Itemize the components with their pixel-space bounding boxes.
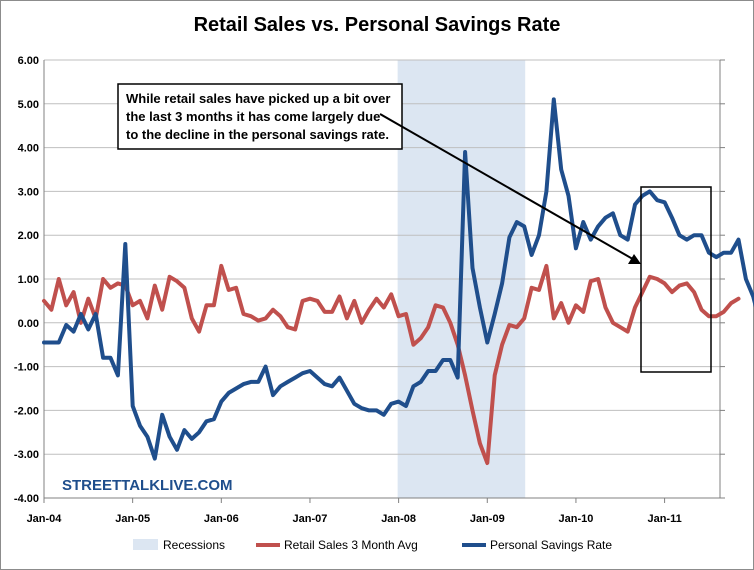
annotation-arrow bbox=[379, 113, 639, 263]
axes bbox=[43, 60, 721, 503]
annotation-line-3: to the decline in the personal savings r… bbox=[126, 127, 389, 142]
x-axis-tick-labels: Jan-04 Jan-05 Jan-06 Jan-07 Jan-08 Jan-09 Jan-… bbox=[27, 513, 682, 525]
legend-label-recessions: Recessions bbox=[163, 538, 225, 552]
y-tick-label: -3.00 bbox=[14, 449, 39, 461]
annotation-arrowhead bbox=[628, 254, 641, 264]
x-tick-label: Jan-10 bbox=[559, 513, 594, 525]
y-tick-label: -2.00 bbox=[14, 405, 39, 417]
y-tick-label: 3.00 bbox=[18, 186, 39, 198]
legend-label-savings: Personal Savings Rate bbox=[490, 538, 612, 552]
annotation-line-1: While retail sales have picked up a bit … bbox=[126, 91, 390, 106]
chart-title: Retail Sales vs. Personal Savings Rate bbox=[193, 14, 561, 36]
annotation-line-2: the last 3 months it has come largely du… bbox=[126, 109, 380, 124]
y-tick-label: -1.00 bbox=[14, 362, 39, 374]
legend-swatch-recessions bbox=[133, 539, 158, 550]
watermark: STREETTALKLIVE.COM bbox=[62, 477, 233, 494]
x-tick-label: Jan-08 bbox=[381, 513, 416, 525]
annotation: While retail sales have picked up a bit … bbox=[117, 83, 712, 373]
x-tick-label: Jan-05 bbox=[115, 513, 150, 525]
series-lines bbox=[42, 97, 754, 465]
y-tick-label: 1.00 bbox=[18, 274, 39, 286]
series-line-retail-sales bbox=[42, 263, 741, 465]
x-tick-label: Jan-06 bbox=[204, 513, 239, 525]
x-tick-label: Jan-09 bbox=[470, 513, 505, 525]
x-tick-label: Jan-07 bbox=[293, 513, 328, 525]
highlight-box bbox=[640, 186, 712, 373]
series-line-savings-rate bbox=[42, 97, 754, 461]
y-tick-label: 6.00 bbox=[18, 55, 39, 67]
y-axis-tick-labels: 6.00 5.00 4.00 3.00 2.00 1.00 0.00 -1.00 -2.00 -3… bbox=[14, 55, 39, 505]
y-tick-label: 5.00 bbox=[18, 99, 39, 111]
y-tick-label: 2.00 bbox=[18, 230, 39, 242]
y-tick-label: -4.00 bbox=[14, 493, 39, 505]
legend-label-retail: Retail Sales 3 Month Avg bbox=[284, 538, 418, 552]
annotation-box bbox=[117, 83, 403, 150]
y-tick-label: 4.00 bbox=[18, 143, 39, 155]
legend: Recessions Retail Sales 3 Month Avg Pers… bbox=[133, 538, 612, 552]
y-tick-label: 0.00 bbox=[18, 318, 39, 330]
x-tick-label: Jan-11 bbox=[647, 513, 681, 525]
x-tick-label: Jan-04 bbox=[27, 513, 63, 525]
